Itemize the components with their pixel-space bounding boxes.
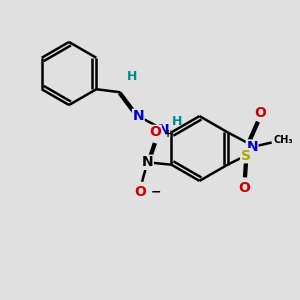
Text: O: O [149, 125, 161, 139]
Text: O: O [238, 181, 250, 195]
Text: N: N [142, 155, 153, 169]
Text: CH₃: CH₃ [273, 135, 293, 145]
Text: O: O [134, 185, 146, 199]
Text: O: O [254, 106, 266, 120]
Text: N: N [133, 109, 144, 123]
Text: −: − [150, 186, 161, 199]
Text: N: N [158, 123, 169, 137]
Text: H: H [172, 115, 182, 128]
Text: S: S [241, 149, 250, 163]
Text: H: H [127, 70, 137, 83]
Text: N: N [246, 140, 258, 154]
Text: +: + [164, 129, 172, 139]
